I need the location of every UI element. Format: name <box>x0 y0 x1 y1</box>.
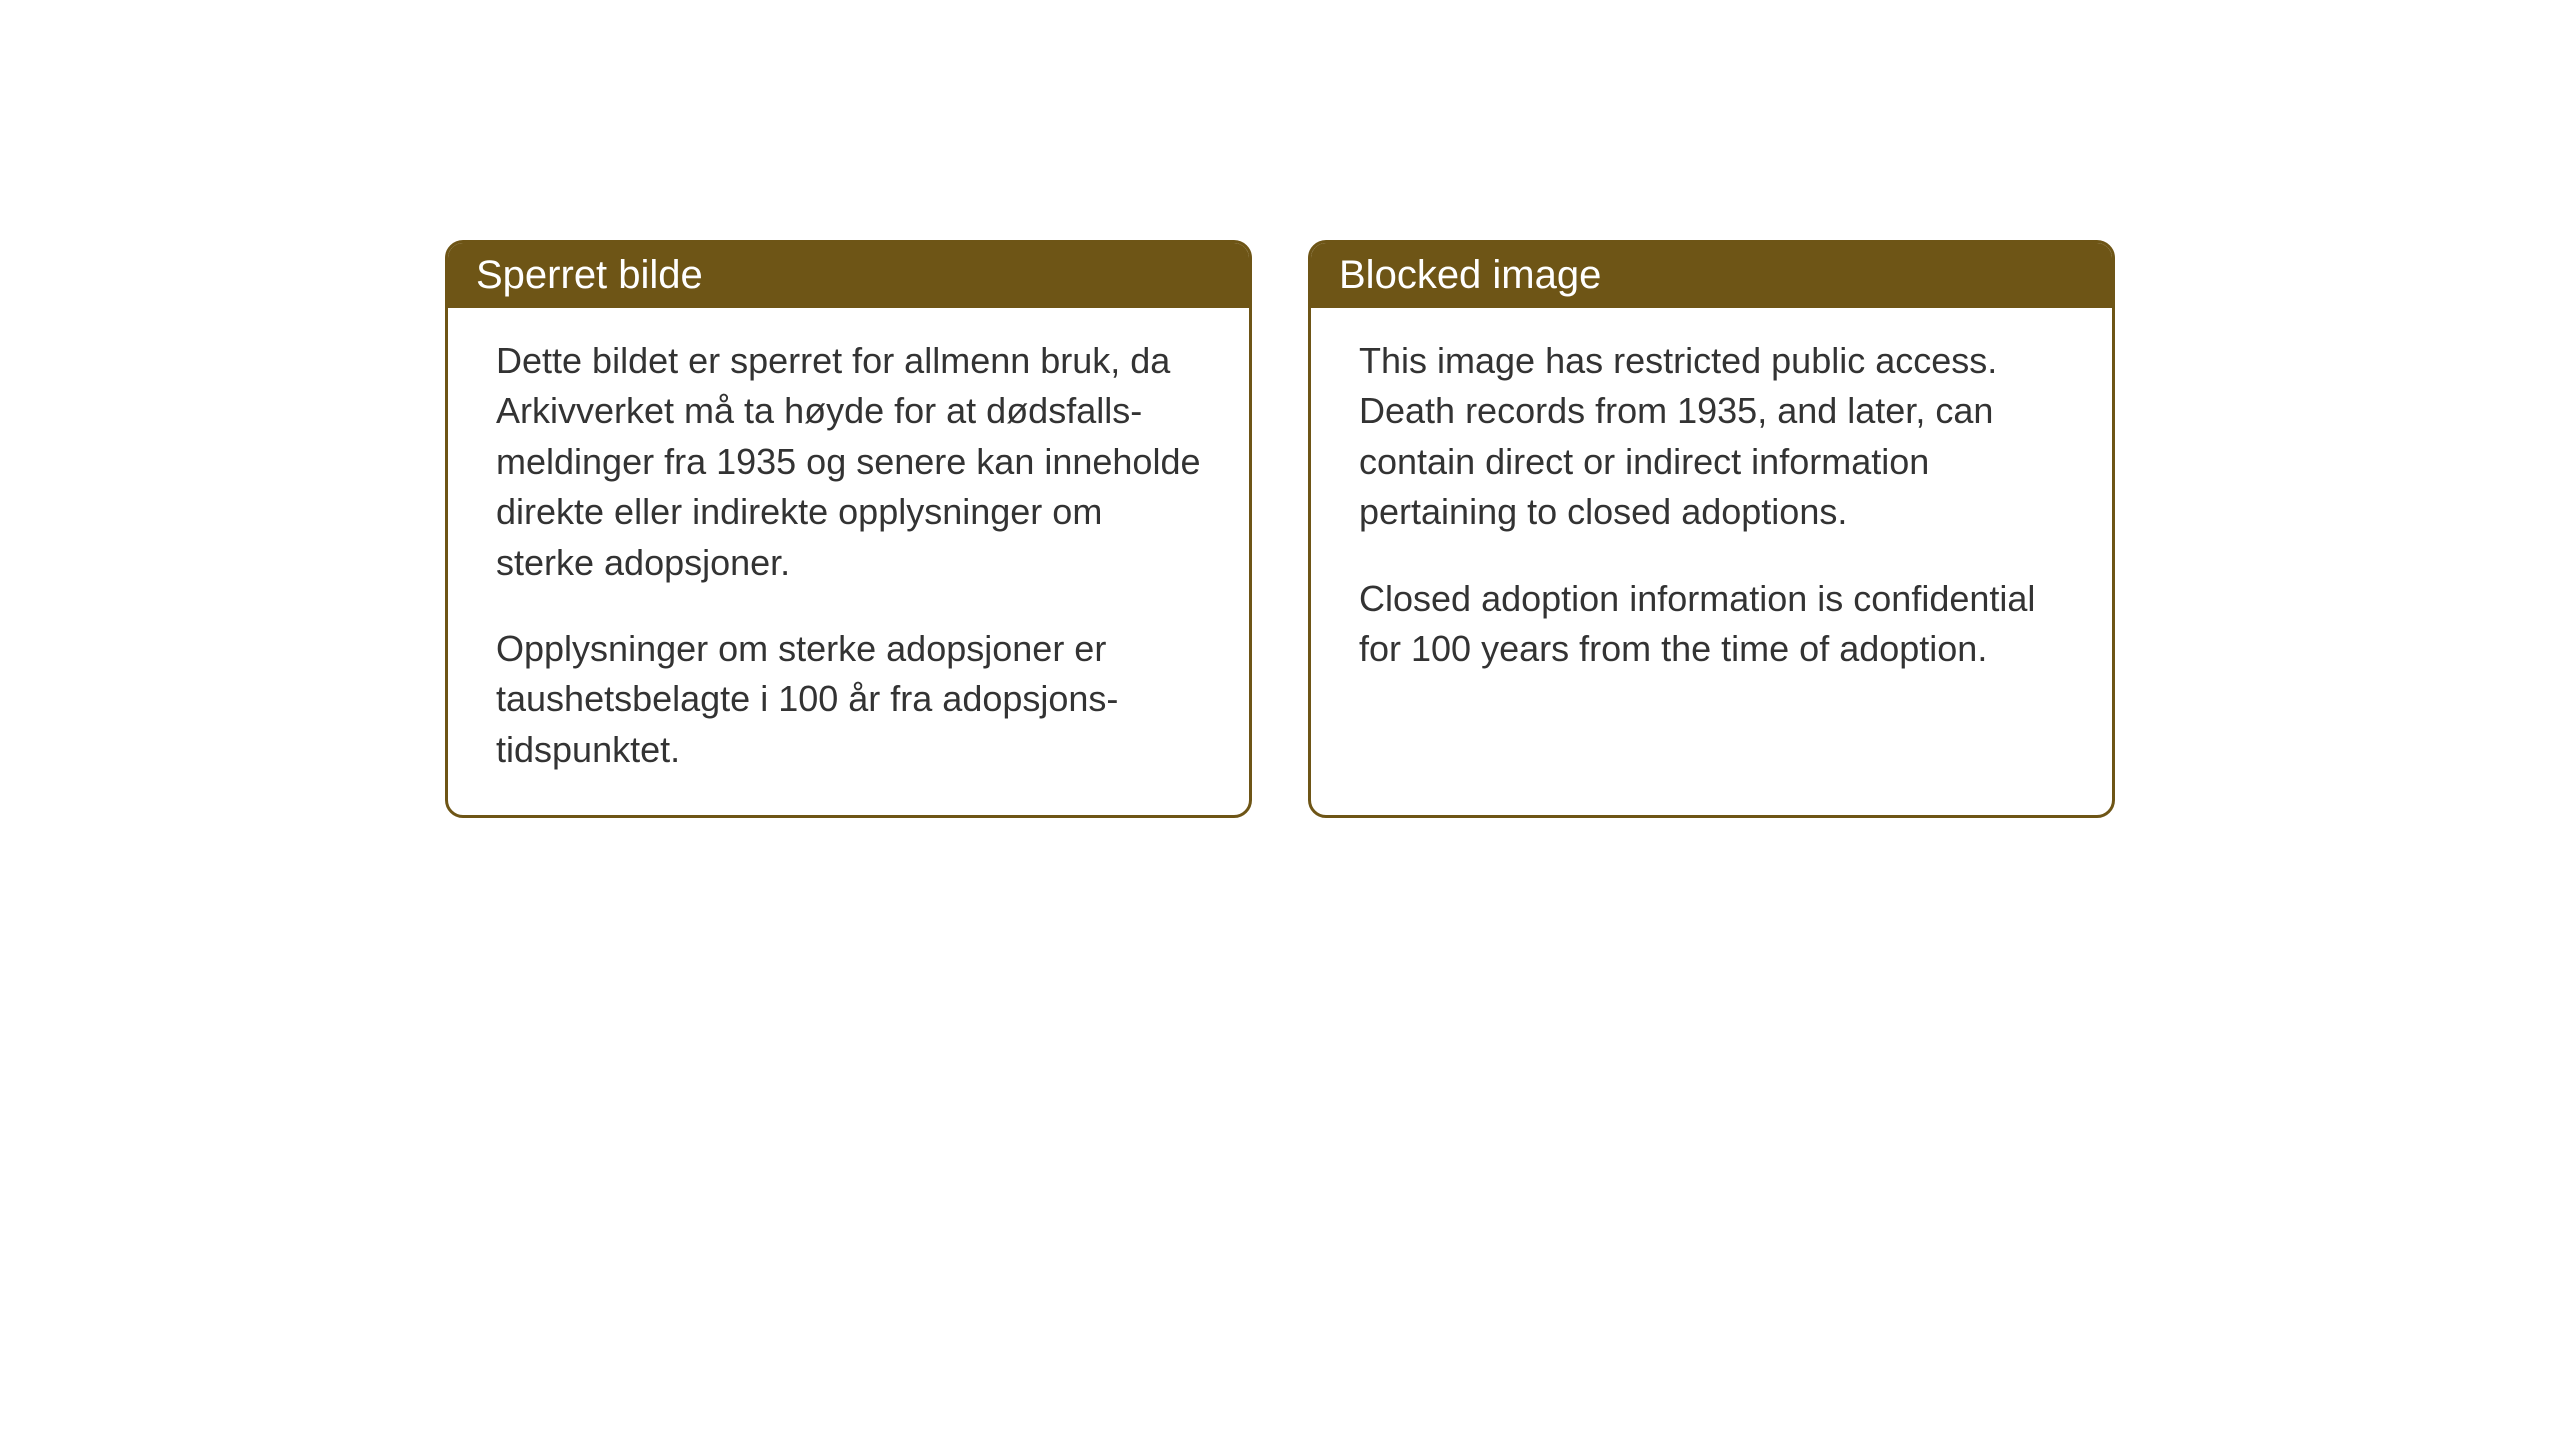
card-title-norwegian: Sperret bilde <box>476 253 703 297</box>
notice-container: Sperret bilde Dette bildet er sperret fo… <box>445 240 2115 818</box>
card-body-english: This image has restricted public access.… <box>1311 308 2112 714</box>
notice-card-english: Blocked image This image has restricted … <box>1308 240 2115 818</box>
card-body-norwegian: Dette bildet er sperret for allmenn bruk… <box>448 308 1249 815</box>
card-header-norwegian: Sperret bilde <box>448 243 1249 308</box>
card-paragraph-1-english: This image has restricted public access.… <box>1359 336 2064 538</box>
card-paragraph-2-norwegian: Opplysninger om sterke adopsjoner er tau… <box>496 624 1201 775</box>
card-paragraph-1-norwegian: Dette bildet er sperret for allmenn bruk… <box>496 336 1201 588</box>
card-paragraph-2-english: Closed adoption information is confident… <box>1359 574 2064 675</box>
notice-card-norwegian: Sperret bilde Dette bildet er sperret fo… <box>445 240 1252 818</box>
card-title-english: Blocked image <box>1339 253 1601 297</box>
card-header-english: Blocked image <box>1311 243 2112 308</box>
